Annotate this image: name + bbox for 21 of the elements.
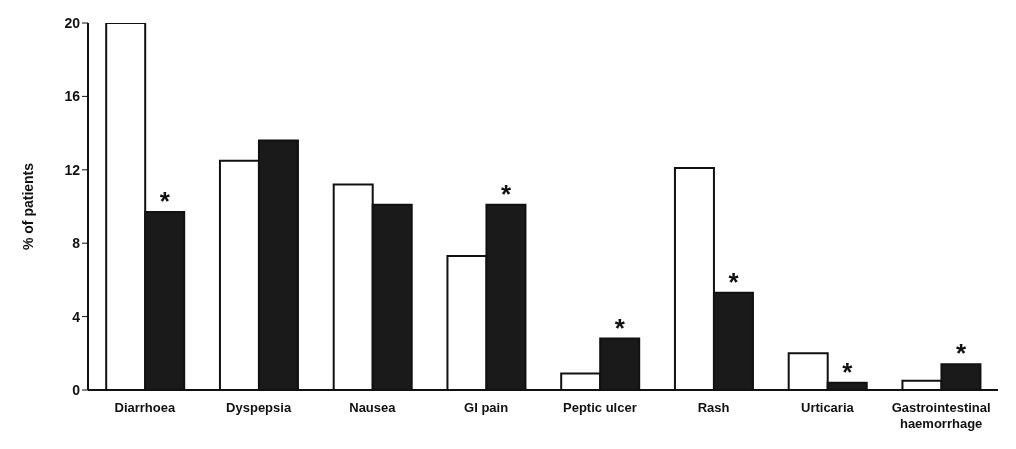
x-tick-label: GI pain — [464, 400, 509, 415]
annotation: * — [728, 266, 740, 297]
annotation: * — [159, 186, 171, 217]
annotation: * — [500, 178, 512, 209]
y-tick-label: 8 — [72, 235, 81, 252]
y-tick-label: 12 — [64, 161, 81, 178]
annotation: * — [955, 338, 967, 369]
y-tick-label: 20 — [64, 14, 81, 31]
x-tick-label: Diarrhoea — [114, 400, 176, 415]
x-tick-label: Rash — [697, 400, 730, 415]
y-tick-label: 16 — [64, 88, 81, 105]
y-tick-label: 0 — [72, 381, 81, 398]
y-tick-label: 4 — [72, 308, 81, 325]
x-tick-label: Urticaria — [801, 400, 855, 415]
x-tick-label: Dyspepsia — [226, 400, 292, 415]
x-tick-label: Gastrointestinal haemorrhage — [891, 400, 991, 431]
y-axis-title: % of patients — [19, 162, 36, 251]
x-tick-label: Peptic ulcer — [563, 400, 637, 415]
x-tick-label: Nausea — [349, 400, 397, 415]
annotation: * — [614, 312, 626, 343]
annotation: * — [842, 356, 854, 387]
